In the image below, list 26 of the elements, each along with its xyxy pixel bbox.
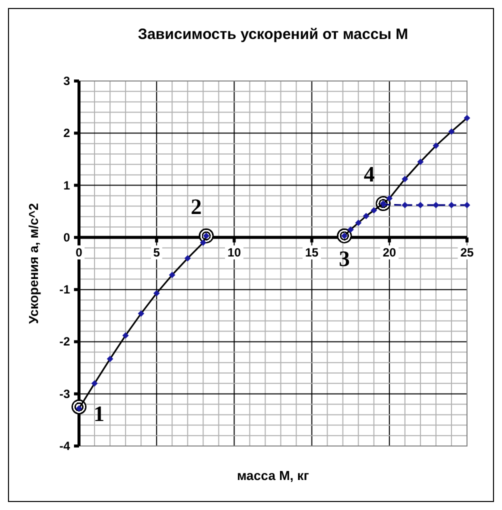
annotation: 4 — [364, 162, 375, 187]
annotation: 3 — [338, 246, 350, 271]
y-tick-label: 3 — [63, 74, 70, 88]
y-axis-title: Ускорения а, м/с^2 — [26, 203, 41, 324]
y-tick-label: 0 — [63, 230, 70, 244]
y-tick-label: -1 — [59, 282, 70, 297]
x-tick-label: 25 — [460, 245, 474, 260]
x-tick-label: 0 — [76, 245, 83, 260]
x-tick-label: 15 — [305, 245, 319, 260]
y-tick-label: -2 — [59, 334, 70, 349]
annotation: 1 — [94, 400, 104, 426]
point — [417, 202, 424, 208]
x-axis-title: масса М, кг — [236, 468, 310, 483]
y-tick-label: 1 — [63, 178, 70, 192]
y-tick-label: 2 — [63, 126, 70, 140]
point — [432, 202, 440, 208]
point — [448, 202, 455, 208]
x-tick-label: 5 — [153, 245, 160, 260]
point — [464, 202, 470, 208]
point — [402, 202, 408, 208]
x-tick-label: 10 — [228, 245, 242, 260]
x-tick-label: 20 — [382, 245, 396, 260]
chart-title: Зависимость ускорений от массы М — [138, 26, 408, 43]
annotation: 2 — [190, 194, 202, 219]
y-tick-label: -4 — [59, 439, 70, 453]
y-tick-label: -3 — [59, 386, 70, 401]
